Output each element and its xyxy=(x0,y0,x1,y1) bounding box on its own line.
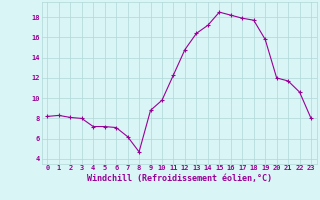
X-axis label: Windchill (Refroidissement éolien,°C): Windchill (Refroidissement éolien,°C) xyxy=(87,174,272,183)
